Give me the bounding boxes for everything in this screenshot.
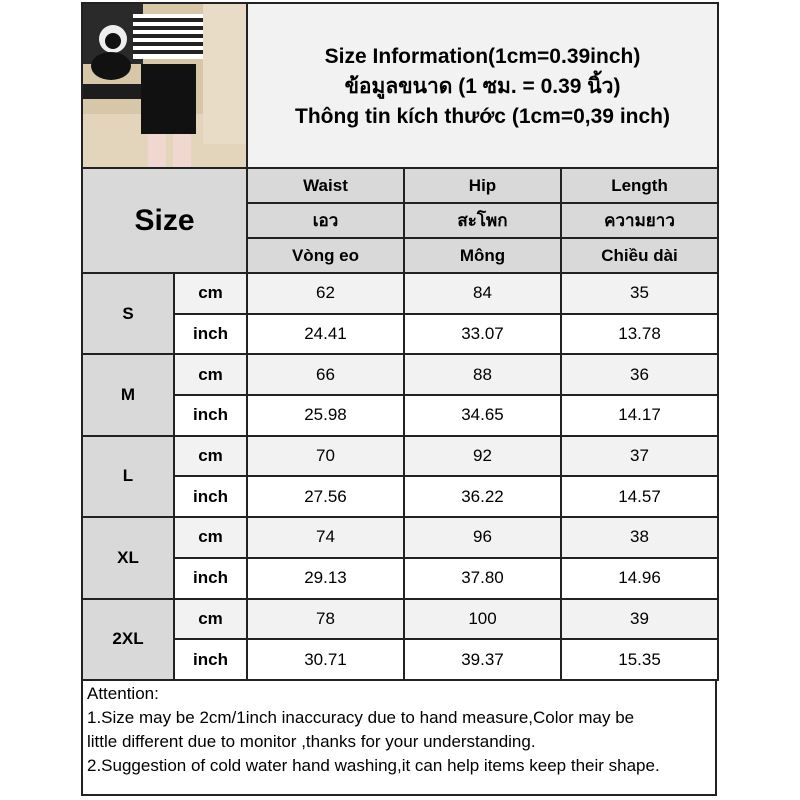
- col-header-hip-en: Hip: [403, 167, 562, 204]
- attention-heading: Attention:: [87, 683, 159, 703]
- hip-value: 39.37: [403, 638, 562, 681]
- size-label: XL: [81, 516, 175, 600]
- hip-value: 92: [403, 434, 562, 478]
- hip-value: 36.22: [403, 475, 562, 519]
- hip-value: 34.65: [403, 394, 562, 437]
- col-header-hip-th: สะโพก: [403, 202, 562, 239]
- unit-label: inch: [173, 556, 248, 600]
- unit-label: cm: [173, 353, 248, 397]
- size-chart: Size Information(1cm=0.39inch) ข้อมูลขนา…: [81, 2, 720, 796]
- table-row: inch 30.71 39.37 15.35: [82, 638, 720, 681]
- unit-label: cm: [173, 597, 248, 641]
- waist-value: 30.71: [246, 638, 405, 681]
- length-value: 15.35: [559, 638, 720, 681]
- waist-value: 24.41: [246, 312, 405, 356]
- product-photo-image: [83, 4, 246, 167]
- waist-value: 66: [246, 353, 405, 397]
- attention-notes: Attention: 1.Size may be 2cm/1inch inacc…: [81, 680, 717, 796]
- size-header: Size: [81, 167, 248, 274]
- length-value: 35: [559, 272, 720, 315]
- unit-label: inch: [173, 638, 248, 681]
- size-label: L: [81, 434, 175, 519]
- col-header-waist-vi: Vòng eo: [246, 237, 405, 274]
- hip-value: 37.80: [403, 556, 562, 600]
- length-value: 14.96: [559, 556, 720, 600]
- col-header-hip-vi: Mông: [403, 237, 562, 274]
- waist-value: 29.13: [246, 556, 405, 600]
- waist-value: 27.56: [246, 475, 405, 519]
- waist-value: 25.98: [246, 394, 405, 437]
- title-block: Size Information(1cm=0.39inch) ข้อมูลขนา…: [245, 2, 720, 169]
- table-row: 2XL cm 78 100 39: [81, 597, 720, 681]
- hip-value: 100: [403, 597, 562, 641]
- length-value: 14.17: [559, 394, 720, 437]
- length-value: 13.78: [559, 312, 720, 356]
- col-header-length-th: ความยาว: [559, 202, 720, 239]
- hip-value: 88: [403, 353, 562, 397]
- title-thai: ข้อมูลขนาด (1 ซม. = 0.39 นิ้ว): [344, 75, 621, 98]
- waist-value: 78: [246, 597, 405, 641]
- length-value: 14.57: [559, 475, 720, 519]
- col-header-waist-en: Waist: [246, 167, 405, 204]
- title-english: Size Information(1cm=0.39inch): [324, 45, 641, 68]
- length-value: 38: [559, 516, 720, 559]
- unit-label: inch: [173, 475, 248, 519]
- unit-label: cm: [173, 434, 248, 478]
- length-value: 37: [559, 434, 720, 478]
- size-table: Size Information(1cm=0.39inch) ข้อมูลขนา…: [81, 2, 720, 681]
- table-row: inch 27.56 36.22 14.57: [82, 475, 720, 519]
- product-photo: [81, 2, 248, 169]
- size-label: S: [81, 271, 175, 356]
- hip-value: 96: [403, 516, 562, 559]
- waist-value: 70: [246, 434, 405, 478]
- unit-label: inch: [173, 312, 248, 356]
- col-header-length-vi: Chiều dài: [559, 237, 720, 274]
- length-value: 39: [559, 597, 720, 641]
- col-header-waist-th: เอว: [246, 202, 405, 239]
- table-row: XL cm 74 96 38: [81, 516, 720, 600]
- attention-line: 1.Size may be 2cm/1inch inaccuracy due t…: [87, 707, 635, 727]
- size-label: 2XL: [81, 597, 175, 681]
- hip-value: 33.07: [403, 312, 562, 356]
- size-label: M: [81, 353, 175, 437]
- table-row: inch 29.13 37.80 14.96: [82, 556, 720, 600]
- waist-value: 62: [246, 272, 405, 315]
- title-vietnamese: Thông tin kích thước (1cm=0,39 inch): [295, 105, 670, 128]
- unit-label: inch: [173, 394, 248, 437]
- table-row: inch 25.98 34.65 14.17: [82, 394, 720, 437]
- col-header-length-en: Length: [559, 167, 720, 204]
- attention-line: 2.Suggestion of cold water hand washing,…: [87, 755, 660, 775]
- unit-label: cm: [173, 272, 248, 315]
- unit-label: cm: [173, 516, 248, 559]
- table-row: inch 24.41 33.07 13.78: [82, 312, 720, 356]
- waist-value: 74: [246, 516, 405, 559]
- hip-value: 84: [403, 272, 562, 315]
- length-value: 36: [559, 353, 720, 397]
- attention-line: little different due to monitor ,thanks …: [87, 731, 536, 751]
